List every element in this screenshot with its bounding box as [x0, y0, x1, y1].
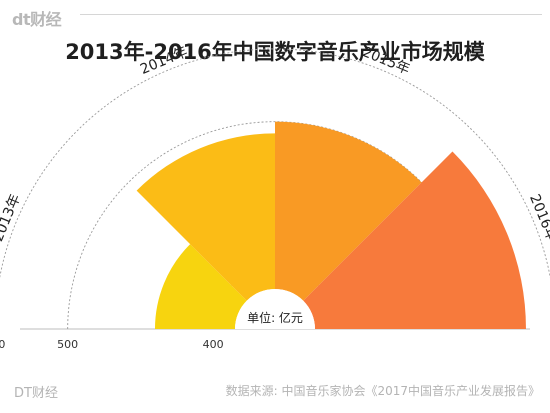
bar-2016年	[303, 151, 526, 329]
brand-bar: dt财经	[0, 0, 550, 30]
bar-2013年	[154, 244, 247, 329]
category-label: 2016年	[526, 192, 550, 244]
brand-divider	[80, 14, 542, 15]
bar-2015年	[275, 121, 422, 301]
data-source: 数据来源: 中国音乐家协会《2017中国音乐产业发展报告》	[225, 384, 540, 398]
tick-label: 550	[0, 338, 5, 351]
center-hole	[235, 289, 315, 329]
radial-bar-chart: 550 500 400 2013年 2014年 2015年 2016年 单位: 亿元	[0, 44, 550, 351]
category-label: 2015年	[360, 44, 412, 78]
footer: DT财经 数据来源: 中国音乐家协会《2017中国音乐产业发展报告》	[0, 375, 550, 413]
chart-title: 2013年-2016年中国数字音乐产业市场规模	[65, 40, 485, 64]
category-label: 2013年	[0, 192, 24, 244]
guide-arc	[0, 48, 550, 279]
chart-bars	[136, 121, 526, 329]
footer-brand: DT财经	[14, 386, 58, 401]
chart-ticks: 550 500 400	[0, 338, 224, 351]
bar-2014年	[136, 133, 275, 301]
tick-label: 500	[57, 338, 78, 351]
unit-label: 单位: 亿元	[247, 310, 303, 325]
brand-logo: dt财经	[12, 10, 62, 29]
category-label: 2014年	[138, 44, 190, 78]
tick-label: 400	[203, 338, 224, 351]
